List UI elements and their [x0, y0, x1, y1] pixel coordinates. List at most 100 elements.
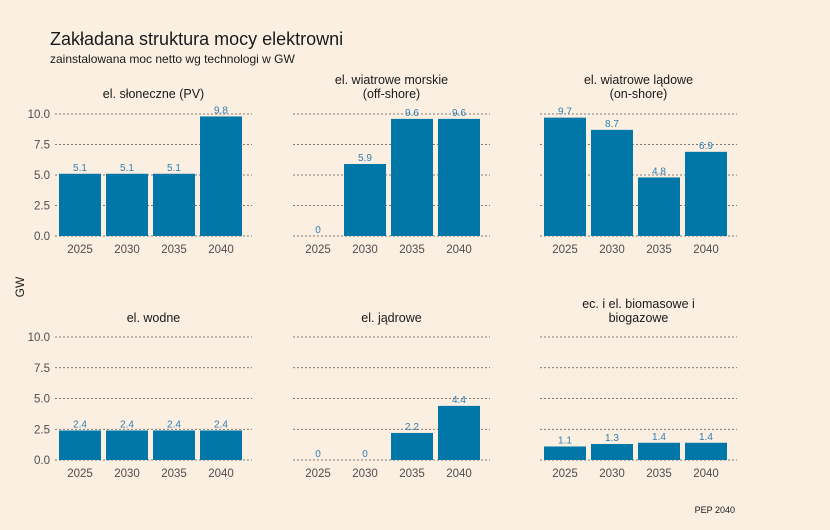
bar [685, 442, 727, 460]
data-label: 4.8 [652, 166, 666, 177]
chart-panel: el. wodne 0.0 2.5 5.0 7.5 10.0 2.4 2025 2.4 2030 2… [28, 311, 252, 480]
x-tick-label: 2030 [599, 468, 625, 480]
chart-panel: el. jądrowe 0 2025 0 2030 2.2 2035 4.4 2040 [293, 311, 490, 480]
x-tick-label: 2025 [552, 244, 578, 256]
bar [391, 432, 433, 460]
chart-subtitle: zainstalowana moc netto wg technologi w … [50, 52, 295, 66]
data-label: 8.7 [605, 119, 619, 130]
bar [344, 164, 386, 236]
bar [685, 151, 727, 236]
x-tick-label: 2035 [646, 244, 672, 256]
data-label: 1.4 [652, 432, 666, 443]
bar [59, 173, 101, 236]
panel-title: el. wiatrowe morskie [335, 73, 448, 87]
chart-panel: el. wiatrowe morskie(off-shore) 0 2025 5.9 2… [293, 73, 490, 256]
panel-title: (on-shore) [610, 87, 668, 101]
data-label: 2.4 [120, 419, 134, 430]
x-tick-label: 2035 [161, 244, 187, 256]
data-label: 1.1 [558, 435, 572, 446]
x-tick-label: 2030 [352, 244, 378, 256]
bar [200, 430, 242, 460]
bar [106, 173, 148, 236]
data-label: 9.7 [558, 107, 572, 118]
bar [438, 405, 480, 460]
data-label: 5.1 [120, 163, 134, 174]
data-label: 0 [315, 449, 321, 460]
y-tick-label: 7.5 [34, 363, 50, 375]
x-tick-label: 2040 [446, 244, 472, 256]
y-tick-label: 2.5 [34, 424, 50, 436]
bar [391, 118, 433, 236]
x-tick-label: 2035 [399, 244, 425, 256]
bar [59, 430, 101, 460]
bar [638, 177, 680, 236]
data-label: 6.9 [699, 141, 713, 152]
x-tick-label: 2025 [305, 244, 331, 256]
data-label: 1.4 [699, 432, 713, 443]
y-tick-label: 5.0 [34, 170, 50, 182]
data-label: 9.6 [452, 108, 466, 119]
panel-title: (off-shore) [363, 87, 420, 101]
data-label: 9.6 [405, 108, 419, 119]
data-label: 4.4 [452, 395, 466, 406]
x-tick-label: 2040 [693, 244, 719, 256]
x-tick-label: 2035 [646, 468, 672, 480]
x-tick-label: 2040 [208, 468, 234, 480]
y-tick-label: 5.0 [34, 394, 50, 406]
bar [106, 430, 148, 460]
x-tick-label: 2030 [352, 468, 378, 480]
x-tick-label: 2025 [552, 468, 578, 480]
bar [638, 442, 680, 460]
chart-panel: el. słoneczne (PV) 0.0 2.5 5.0 7.5 10.0 5.1 202… [28, 87, 252, 256]
bar [153, 173, 195, 236]
x-tick-label: 2035 [161, 468, 187, 480]
data-label: 2.4 [167, 419, 181, 430]
panel-title: el. wodne [127, 311, 181, 325]
x-tick-label: 2030 [599, 244, 625, 256]
x-tick-label: 2030 [114, 468, 140, 480]
bar [153, 430, 195, 460]
y-tick-label: 10.0 [28, 332, 50, 344]
data-label: 0 [362, 449, 368, 460]
bar [591, 444, 633, 460]
bar [438, 118, 480, 236]
y-tick-label: 0.0 [34, 455, 50, 467]
y-tick-label: 0.0 [34, 231, 50, 243]
panel-title: el. jądrowe [361, 311, 421, 325]
bar [591, 129, 633, 236]
x-tick-label: 2025 [67, 468, 93, 480]
panel-title: el. wiatrowe lądowe [584, 73, 693, 87]
y-tick-label: 10.0 [28, 109, 50, 121]
panel-title: ec. i el. biomasowe i [582, 297, 695, 311]
data-label: 5.1 [167, 163, 181, 174]
chart-title: Zakładana struktura mocy elektrowni [50, 29, 343, 49]
x-tick-label: 2030 [114, 244, 140, 256]
chart-panel: el. wiatrowe lądowe(on-shore) 9.7 2025 8.7 2… [540, 73, 737, 256]
x-tick-label: 2025 [305, 468, 331, 480]
bar [200, 116, 242, 236]
data-label: 0 [315, 225, 321, 236]
x-tick-label: 2040 [208, 244, 234, 256]
data-label: 5.1 [73, 163, 87, 174]
x-tick-label: 2035 [399, 468, 425, 480]
data-label: 2.2 [405, 422, 419, 433]
y-tick-label: 2.5 [34, 201, 50, 213]
data-label: 1.3 [605, 433, 619, 444]
chart-caption: PEP 2040 [695, 505, 735, 515]
data-label: 2.4 [73, 419, 87, 430]
y-tick-label: 7.5 [34, 140, 50, 152]
bar [544, 446, 586, 460]
panel-title: biogazowe [609, 311, 669, 325]
x-tick-label: 2040 [446, 468, 472, 480]
y-axis-label: GW [13, 276, 27, 297]
data-label: 2.4 [214, 419, 228, 430]
bar [544, 117, 586, 236]
x-tick-label: 2025 [67, 244, 93, 256]
chart-panels: el. słoneczne (PV) 0.0 2.5 5.0 7.5 10.0 5.1 202… [28, 73, 737, 480]
x-tick-label: 2040 [693, 468, 719, 480]
data-label: 5.9 [358, 153, 372, 164]
panel-title: el. słoneczne (PV) [103, 87, 204, 101]
data-label: 9.8 [214, 105, 228, 116]
